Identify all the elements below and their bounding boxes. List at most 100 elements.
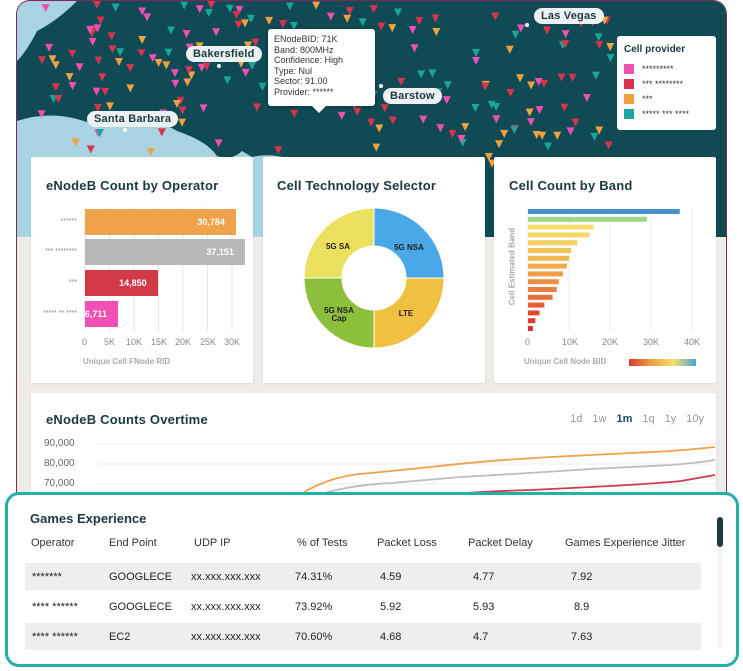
cell-site-marker[interactable] [367, 118, 376, 127]
cell-site-marker[interactable] [167, 26, 176, 35]
cell-site-marker[interactable] [183, 78, 192, 87]
band-bar[interactable] [528, 248, 572, 253]
cell-site-marker[interactable] [388, 116, 397, 125]
tech-donut[interactable] [263, 157, 485, 383]
cell-site-marker[interactable] [92, 87, 101, 96]
band-bar[interactable] [528, 216, 647, 222]
cell-site-marker[interactable] [594, 33, 603, 42]
city-label-barstow[interactable]: Barstow [383, 88, 442, 104]
col-header-end-point[interactable]: End Point [109, 537, 157, 549]
cell-site-marker[interactable] [146, 147, 155, 156]
cell-site-marker[interactable] [240, 19, 249, 28]
cell-site-marker[interactable] [571, 118, 580, 127]
legend-item[interactable]: *** [624, 91, 709, 106]
cell-site-marker[interactable] [232, 10, 241, 19]
col-header-operator[interactable]: Operator [31, 537, 75, 549]
legend-item[interactable]: ***** *** **** [624, 106, 709, 121]
cell-site-marker[interactable] [442, 96, 451, 105]
cell-site-marker[interactable] [75, 63, 84, 72]
donut-segment[interactable] [373, 207, 445, 279]
cell-site-marker[interactable] [93, 104, 102, 113]
cell-site-marker[interactable] [138, 36, 147, 45]
range-1d[interactable]: 1d [570, 413, 583, 425]
cell-site-marker[interactable] [41, 4, 50, 13]
cell-site-marker[interactable] [108, 45, 117, 54]
cell-site-marker[interactable] [45, 43, 54, 52]
donut-segment[interactable] [373, 277, 445, 349]
donut-segment[interactable] [303, 207, 375, 279]
cell-site-marker[interactable] [71, 138, 80, 147]
cell-site-marker[interactable] [419, 115, 428, 124]
cell-site-marker[interactable] [107, 32, 116, 41]
city-label-santa-barbara[interactable]: Santa Barbara [87, 111, 179, 127]
cell-site-marker[interactable] [265, 16, 274, 25]
cell-site-marker[interactable] [388, 24, 397, 33]
cell-site-marker[interactable] [345, 7, 354, 16]
band-bar[interactable] [528, 302, 545, 308]
cell-site-marker[interactable] [37, 110, 46, 119]
cell-site-marker[interactable] [443, 81, 452, 90]
cell-site-marker[interactable] [408, 25, 417, 34]
cell-site-marker[interactable] [566, 127, 575, 136]
table-row[interactable]: **** ****** GOOGLECE xx.xxx.xxx.xxx 73.9… [25, 593, 701, 620]
cell-site-marker[interactable] [247, 14, 256, 23]
band-bar[interactable] [528, 310, 540, 316]
cell-site-marker[interactable] [241, 68, 250, 77]
cell-site-marker[interactable] [101, 87, 110, 96]
range-1y[interactable]: 1y [664, 413, 677, 425]
cell-site-marker[interactable] [157, 128, 166, 137]
cell-site-marker[interactable] [448, 130, 457, 139]
cell-site-marker[interactable] [527, 81, 536, 90]
cell-site-marker[interactable] [143, 13, 152, 22]
cell-site-marker[interactable] [258, 82, 267, 91]
cell-site-marker[interactable] [93, 24, 102, 33]
table-scrollbar-track[interactable] [717, 547, 723, 647]
cell-site-marker[interactable] [92, 1, 101, 10]
cell-site-marker[interactable] [95, 129, 104, 138]
range-1m[interactable]: 1m [616, 413, 633, 425]
table-scrollbar-thumb[interactable] [717, 517, 723, 547]
col-header-jitter[interactable]: Games Experience Jitter [565, 537, 686, 549]
cell-site-marker[interactable] [431, 14, 440, 23]
operator-bar[interactable] [85, 239, 245, 265]
cell-site-marker[interactable] [248, 61, 257, 70]
cell-site-marker[interactable] [534, 78, 543, 87]
band-bar[interactable] [528, 318, 536, 324]
cell-site-marker[interactable] [369, 5, 378, 14]
band-bar[interactable] [528, 271, 563, 277]
overtime-line-chart[interactable] [31, 393, 716, 503]
col-header-packet-loss[interactable]: Packet Loss [377, 537, 437, 549]
cell-site-marker[interactable] [274, 146, 283, 155]
cell-site-marker[interactable] [244, 41, 253, 50]
cell-site-marker[interactable] [182, 30, 191, 39]
cell-site-marker[interactable] [595, 41, 604, 50]
cell-site-marker[interactable] [180, 1, 189, 10]
cell-site-marker[interactable] [178, 118, 187, 127]
cell-site-marker[interactable] [65, 73, 74, 82]
cell-site-marker[interactable] [380, 104, 389, 113]
cell-site-marker[interactable] [290, 109, 299, 118]
band-bar[interactable] [528, 279, 559, 285]
cell-site-marker[interactable] [480, 82, 489, 91]
cell-site-marker[interactable] [223, 76, 232, 85]
cell-site-marker[interactable] [212, 28, 221, 37]
cell-site-marker[interactable] [38, 56, 47, 65]
cell-site-marker[interactable] [606, 43, 615, 52]
cell-site-marker[interactable] [98, 73, 107, 82]
operator-bar[interactable] [85, 270, 158, 296]
cell-site-marker[interactable] [96, 16, 105, 25]
cell-site-marker[interactable] [51, 83, 60, 92]
cell-site-marker[interactable] [111, 3, 120, 12]
cell-site-marker[interactable] [54, 94, 63, 103]
cell-site-marker[interactable] [279, 20, 288, 29]
donut-segment[interactable] [303, 277, 375, 349]
cell-site-marker[interactable] [234, 20, 243, 29]
cell-site-marker[interactable] [560, 103, 569, 112]
band-bar[interactable] [528, 209, 680, 214]
cell-site-marker[interactable] [204, 9, 213, 18]
cell-site-marker[interactable] [199, 104, 208, 113]
cell-site-marker[interactable] [207, 1, 216, 10]
cell-site-marker[interactable] [491, 12, 500, 21]
cell-site-marker[interactable] [148, 54, 157, 63]
cell-site-marker[interactable] [358, 18, 367, 27]
